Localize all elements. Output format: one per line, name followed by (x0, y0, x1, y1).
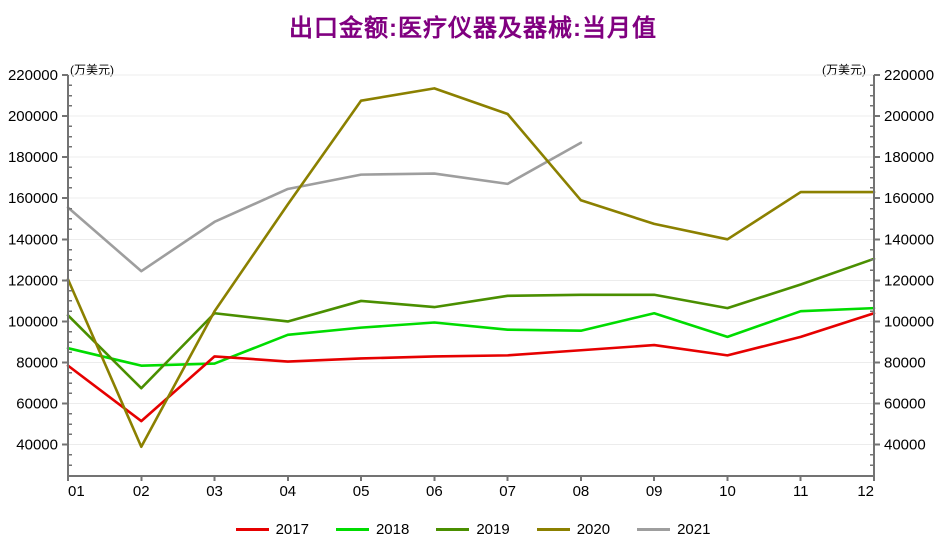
x-tick-label: 04 (279, 483, 296, 500)
legend-label: 2017 (275, 520, 309, 538)
y-tick-label-right: 120000 (884, 272, 934, 289)
series-line-2019 (66, 257, 876, 390)
series-line-2017 (66, 311, 876, 423)
y-tick-label-right: 40000 (884, 437, 926, 454)
x-tick-label: 05 (353, 483, 370, 500)
y-tick-label-left: 80000 (16, 355, 58, 372)
legend-item-2019: 2019 (436, 520, 510, 538)
legend: 2017 2018 2019 2020 2021 (0, 516, 946, 542)
legend-label: 2018 (375, 520, 410, 538)
y-axis-ticks (62, 74, 880, 446)
y-tick-label-left: 200000 (8, 108, 58, 125)
y-tick-label-right: 100000 (884, 313, 934, 330)
legend-item-2020: 2020 (536, 520, 611, 538)
y-axis-unit-label-right: (万美元) (822, 63, 866, 77)
legend-swatch-2018 (335, 527, 369, 531)
x-tick-label: 09 (646, 483, 663, 500)
legend-label: 2020 (576, 520, 611, 538)
y-tick-label-left: 140000 (8, 231, 58, 248)
series-line-2021 (66, 141, 583, 273)
x-tick-label: 12 (857, 483, 874, 500)
y-tick-label-right: 60000 (884, 396, 926, 413)
legend-label: 2019 (476, 520, 510, 538)
x-tick-label: 01 (68, 483, 85, 500)
y-tick-label-left: 180000 (8, 149, 58, 166)
legend-item-2018: 2018 (335, 520, 410, 538)
x-tick-label: 07 (499, 483, 516, 500)
series-lines (66, 87, 876, 449)
y-tick-label-left: 120000 (8, 272, 58, 289)
legend-swatch-2017 (235, 527, 269, 531)
legend-swatch-2019 (436, 527, 470, 531)
y-axis-unit-label-left: (万美元) (70, 63, 114, 77)
chart-title: 出口金额:医疗仪器及器械:当月值 (289, 15, 657, 42)
y-axis-minor-ticks (68, 84, 874, 477)
legend-label: 2021 (677, 520, 711, 538)
axes (67, 75, 875, 477)
legend-swatch-2020 (536, 527, 570, 531)
y-tick-label-left: 100000 (8, 313, 58, 330)
x-tick-label: 02 (133, 483, 150, 500)
x-tick-label: 08 (573, 483, 590, 500)
x-tick-label: 10 (719, 483, 736, 500)
y-tick-label-right: 220000 (884, 70, 934, 84)
y-tick-label-left: 40000 (16, 437, 58, 454)
y-tick-label-left: 160000 (8, 190, 58, 207)
legend-item-2021: 2021 (637, 522, 710, 537)
y-tick-label-left: 220000 (8, 70, 58, 84)
legend-swatch-2021 (637, 527, 671, 531)
legend-item-2017: 2017 (235, 520, 309, 538)
y-tick-label-right: 180000 (884, 149, 934, 166)
x-axis-ticks (67, 476, 875, 481)
x-tick-label: 11 (793, 483, 809, 500)
y-tick-label-right: 200000 (884, 108, 934, 125)
series-line-2018 (66, 306, 876, 367)
x-axis-tick-labels: 01 02 03 04 05 06 07 08 09 10 11 12 (68, 483, 874, 500)
y-tick-label-right: 80000 (884, 355, 926, 372)
series-line-2020 (66, 87, 876, 449)
x-tick-label: 03 (206, 483, 223, 500)
y-gridlines (68, 74, 874, 446)
y-tick-label-left: 60000 (16, 396, 58, 413)
y-axis-tick-labels: 220000 220000 200000 200000 180000 180000 1600… (8, 70, 934, 454)
plot-area: 220000 220000 200000 200000 180000 180000 1600… (8, 70, 934, 500)
y-tick-label-right: 160000 (884, 190, 934, 207)
x-tick-label: 06 (426, 483, 443, 500)
y-tick-label-right: 140000 (884, 231, 934, 248)
